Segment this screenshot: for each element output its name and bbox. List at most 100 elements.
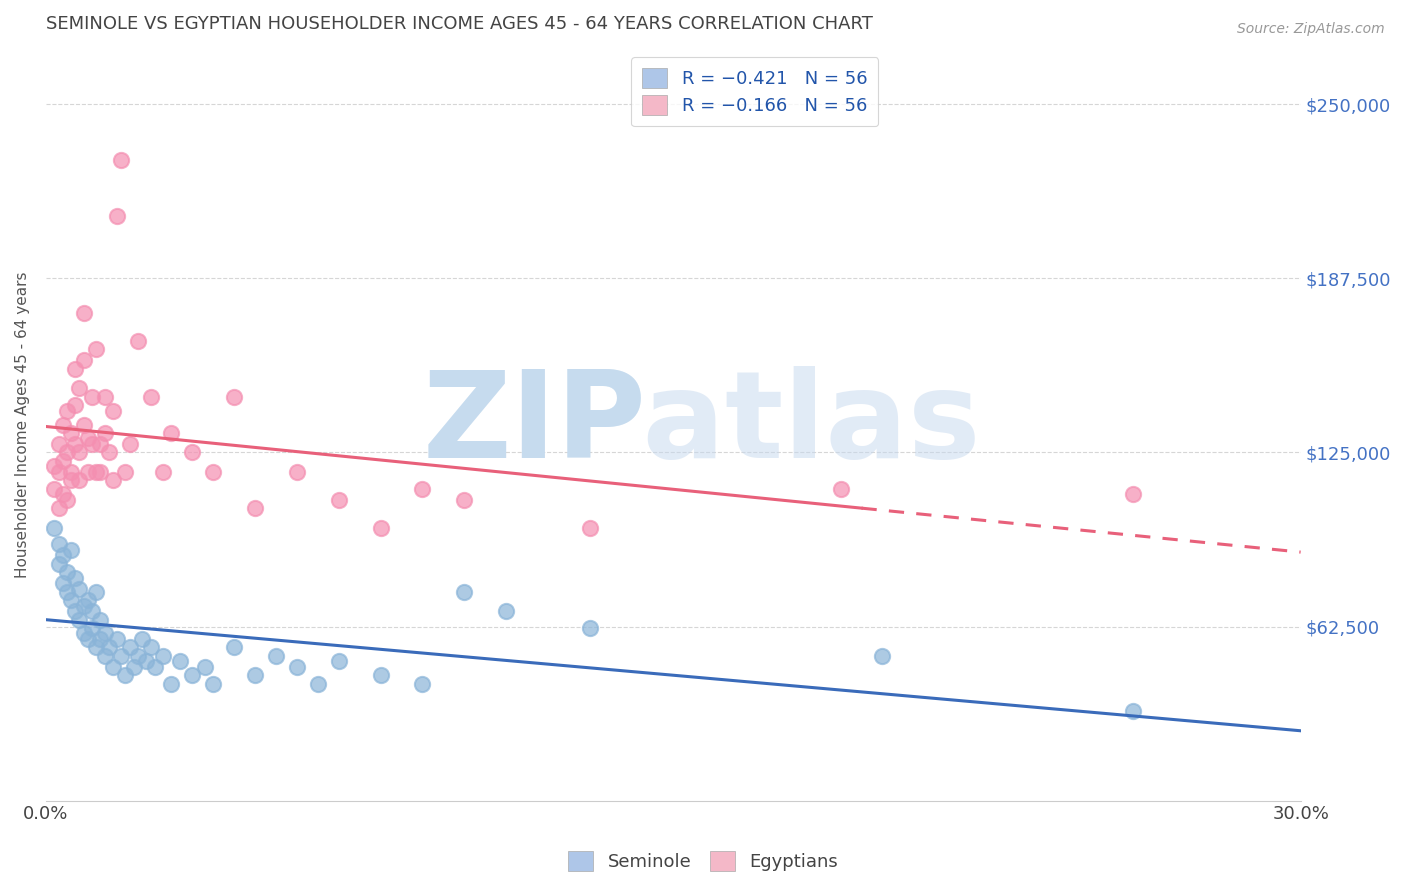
Point	[143, 660, 166, 674]
Point	[101, 660, 124, 674]
Point	[56, 403, 79, 417]
Point	[118, 437, 141, 451]
Point	[152, 648, 174, 663]
Point	[84, 640, 107, 655]
Point	[328, 492, 350, 507]
Point	[202, 676, 225, 690]
Point	[56, 492, 79, 507]
Point	[84, 584, 107, 599]
Point	[127, 648, 149, 663]
Point	[114, 668, 136, 682]
Point	[93, 425, 115, 440]
Point	[285, 660, 308, 674]
Point	[65, 398, 87, 412]
Point	[67, 613, 90, 627]
Point	[224, 390, 246, 404]
Point	[65, 604, 87, 618]
Point	[328, 654, 350, 668]
Point	[264, 648, 287, 663]
Point	[127, 334, 149, 348]
Point	[44, 482, 66, 496]
Point	[52, 576, 75, 591]
Point	[872, 648, 894, 663]
Point	[578, 520, 600, 534]
Point	[48, 437, 70, 451]
Point	[60, 542, 83, 557]
Point	[80, 437, 103, 451]
Point	[370, 520, 392, 534]
Point	[453, 492, 475, 507]
Point	[76, 632, 98, 646]
Point	[118, 640, 141, 655]
Point	[80, 621, 103, 635]
Point	[80, 390, 103, 404]
Point	[52, 454, 75, 468]
Point	[60, 465, 83, 479]
Point	[89, 613, 111, 627]
Point	[224, 640, 246, 655]
Point	[72, 599, 94, 613]
Point	[411, 482, 433, 496]
Point	[60, 593, 83, 607]
Point	[114, 465, 136, 479]
Point	[110, 648, 132, 663]
Point	[72, 353, 94, 368]
Point	[84, 343, 107, 357]
Point	[453, 584, 475, 599]
Point	[67, 473, 90, 487]
Point	[89, 465, 111, 479]
Point	[65, 571, 87, 585]
Point	[110, 153, 132, 167]
Point	[67, 445, 90, 459]
Point	[135, 654, 157, 668]
Point	[93, 390, 115, 404]
Text: ZIPatlas: ZIPatlas	[422, 366, 981, 483]
Point	[370, 668, 392, 682]
Point	[65, 361, 87, 376]
Point	[93, 648, 115, 663]
Text: ZIP: ZIP	[422, 366, 647, 483]
Point	[131, 632, 153, 646]
Point	[60, 473, 83, 487]
Point	[60, 425, 83, 440]
Point	[122, 660, 145, 674]
Point	[48, 557, 70, 571]
Point	[76, 432, 98, 446]
Text: Source: ZipAtlas.com: Source: ZipAtlas.com	[1237, 22, 1385, 37]
Point	[101, 473, 124, 487]
Point	[48, 501, 70, 516]
Point	[1122, 487, 1144, 501]
Point	[307, 676, 329, 690]
Legend: Seminole, Egyptians: Seminole, Egyptians	[561, 844, 845, 879]
Point	[97, 445, 120, 459]
Point	[72, 626, 94, 640]
Point	[97, 640, 120, 655]
Point	[67, 381, 90, 395]
Point	[67, 582, 90, 596]
Point	[578, 621, 600, 635]
Point	[202, 465, 225, 479]
Y-axis label: Householder Income Ages 45 - 64 years: Householder Income Ages 45 - 64 years	[15, 271, 30, 578]
Point	[48, 465, 70, 479]
Point	[76, 465, 98, 479]
Point	[411, 676, 433, 690]
Point	[84, 465, 107, 479]
Point	[1122, 705, 1144, 719]
Point	[72, 306, 94, 320]
Point	[56, 445, 79, 459]
Point	[152, 465, 174, 479]
Point	[44, 459, 66, 474]
Point	[101, 403, 124, 417]
Point	[48, 537, 70, 551]
Legend: R = −0.421   N = 56, R = −0.166   N = 56: R = −0.421 N = 56, R = −0.166 N = 56	[631, 57, 879, 126]
Point	[181, 445, 204, 459]
Point	[181, 668, 204, 682]
Point	[285, 465, 308, 479]
Point	[160, 425, 183, 440]
Point	[194, 660, 217, 674]
Point	[495, 604, 517, 618]
Text: SEMINOLE VS EGYPTIAN HOUSEHOLDER INCOME AGES 45 - 64 YEARS CORRELATION CHART: SEMINOLE VS EGYPTIAN HOUSEHOLDER INCOME …	[46, 15, 873, 33]
Point	[93, 626, 115, 640]
Point	[52, 549, 75, 563]
Point	[139, 640, 162, 655]
